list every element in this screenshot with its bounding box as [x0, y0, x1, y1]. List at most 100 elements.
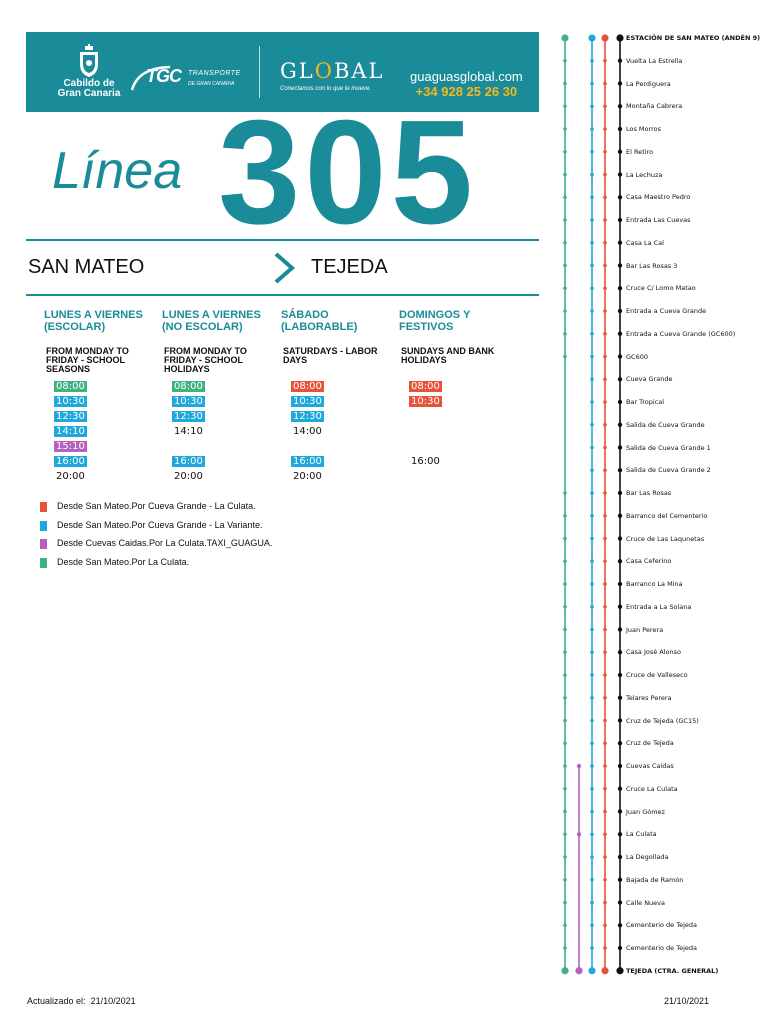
stop-name: Bar Las Rosas — [626, 489, 672, 497]
red-stop-marker — [603, 946, 607, 950]
stop-name: El Retiro — [626, 147, 654, 156]
blue-stop-marker — [590, 468, 594, 473]
stop-name: Cueva Grande — [626, 375, 673, 384]
route-destination: TEJEDA — [311, 256, 388, 278]
red-stop-marker — [603, 58, 607, 63]
stop-marker — [617, 513, 623, 518]
green-stop-marker — [563, 58, 567, 63]
column-english: FROM MONDAY TO FRIDAY - SCHOOL HOLIDAYS — [164, 346, 247, 374]
stop-marker — [617, 672, 623, 678]
blue-stop-marker — [590, 286, 594, 291]
stop-name: Bar Las Rosas 3 — [626, 261, 678, 270]
stop-name: Salida de Cueva Grande 1 — [626, 443, 711, 452]
departure-time-text: 20:00 — [174, 471, 203, 482]
blue-stop-marker — [590, 809, 594, 814]
cabildo-line-1: Cabildo de — [63, 78, 115, 89]
departure-time-text: 14:10 — [174, 426, 203, 437]
blue-stop-marker — [590, 604, 594, 609]
stop-marker — [617, 923, 623, 928]
green-stop-marker — [563, 331, 567, 336]
blue-stop-marker — [590, 172, 594, 177]
departure-time-text: 16:00 — [291, 456, 324, 467]
departure-time: 16:00 — [409, 454, 442, 469]
red-stop-marker — [603, 491, 607, 495]
stop-name: Calle Nueva — [626, 898, 666, 907]
green-stop-marker — [563, 286, 567, 291]
line-word: Línea — [52, 142, 183, 200]
departure-time-text: 10:30 — [172, 396, 205, 407]
green-stop-marker — [563, 741, 567, 746]
blue-stop-marker — [590, 513, 594, 518]
green-stop-marker — [563, 604, 567, 609]
departure-time: 14:00 — [291, 424, 324, 439]
blue-stop-marker — [590, 104, 594, 109]
stop-marker — [617, 604, 623, 609]
red-stop-marker — [603, 331, 607, 336]
green-stop-marker — [563, 809, 567, 814]
column-heading: DOMINGOS Y FESTIVOS — [399, 309, 471, 333]
departure-time: 16:00 — [54, 454, 87, 469]
blue-stop-marker — [590, 331, 594, 336]
tgc-wordmark: TGC — [146, 66, 182, 86]
stop-marker — [617, 149, 623, 154]
departure-time-text: 08:00 — [409, 381, 442, 392]
blue-stop-marker — [590, 58, 594, 63]
stop-name: ESTACIÓN DE SAN MATEO (ANDÉN 9) — [626, 34, 761, 42]
footer-date: 21/10/2021 — [664, 996, 710, 1006]
stop-name: Cementerio de Tejeda — [626, 944, 698, 952]
stop-marker — [617, 286, 623, 291]
green-stop-marker — [563, 491, 567, 495]
stop-marker — [617, 763, 623, 769]
red-stop-marker — [603, 650, 607, 655]
stop-marker — [617, 126, 623, 132]
website-link[interactable]: guaguasglobal.com — [410, 69, 523, 84]
red-stop-marker — [603, 172, 607, 177]
route-top-rule — [26, 239, 539, 241]
stop-marker — [617, 900, 623, 905]
stop-name: Cruz de Tejeda — [626, 739, 674, 748]
phone-number[interactable]: +34 928 25 26 30 — [415, 84, 518, 99]
departure-time-text: 16:00 — [411, 456, 440, 467]
red-stop-marker — [601, 967, 609, 975]
stop-name: La Culata — [626, 830, 657, 839]
stop-name: Entrada Las Cuevas — [626, 216, 691, 224]
departure-time: 08:00 — [54, 379, 87, 394]
stop-name: Cementerio de Tejeda — [626, 921, 698, 930]
stop-name: Cruz de Tejeda (GC15) — [626, 716, 699, 725]
green-stop-marker — [563, 536, 567, 541]
departure-time-text: 16:00 — [54, 456, 87, 467]
departure-time: 00:00 — [291, 439, 324, 454]
departure-time: 20:00 — [291, 469, 324, 484]
blue-stop-marker — [590, 445, 594, 450]
stop-name: Entrada a La Solana — [626, 602, 692, 611]
green-stop-marker — [563, 81, 567, 86]
blue-stop-marker — [590, 81, 594, 86]
column-english: FROM MONDAY TO FRIDAY - SCHOOL SEASONS — [46, 346, 129, 374]
green-stop-marker — [563, 309, 567, 313]
stop-marker — [617, 354, 623, 359]
stop-marker — [617, 172, 623, 177]
blue-stop-marker — [590, 559, 594, 564]
green-stop-marker — [563, 923, 567, 928]
stop-marker — [617, 832, 623, 837]
updated-date: 21/10/2021 — [90, 996, 136, 1006]
green-stop-marker — [563, 218, 567, 222]
schedule-column-weekday-holiday: LUNES A VIERNES (NO ESCOLAR) FROM MONDAY… — [162, 309, 274, 482]
chevron-right-icon — [274, 252, 296, 284]
route-diagram — [561, 34, 624, 975]
stop-name: TEJEDA (CTRA. GENERAL) — [626, 966, 719, 975]
stop-name: Salida de Cueva Grande — [626, 420, 705, 429]
stop-marker — [617, 104, 623, 109]
green-stop-marker — [563, 877, 567, 882]
tgc-swoosh-icon — [130, 65, 171, 91]
stop-marker — [617, 308, 623, 314]
green-stop-marker — [563, 695, 567, 700]
departure-time: 14:10 — [54, 424, 87, 439]
departure-time-text: 20:00 — [56, 471, 85, 482]
red-stop-marker — [603, 240, 607, 245]
blue-stop-marker — [588, 34, 596, 42]
departure-time-text: 12:30 — [172, 411, 205, 422]
stop-name: Casa Ceferino — [626, 557, 672, 566]
stop-marker — [617, 559, 623, 564]
